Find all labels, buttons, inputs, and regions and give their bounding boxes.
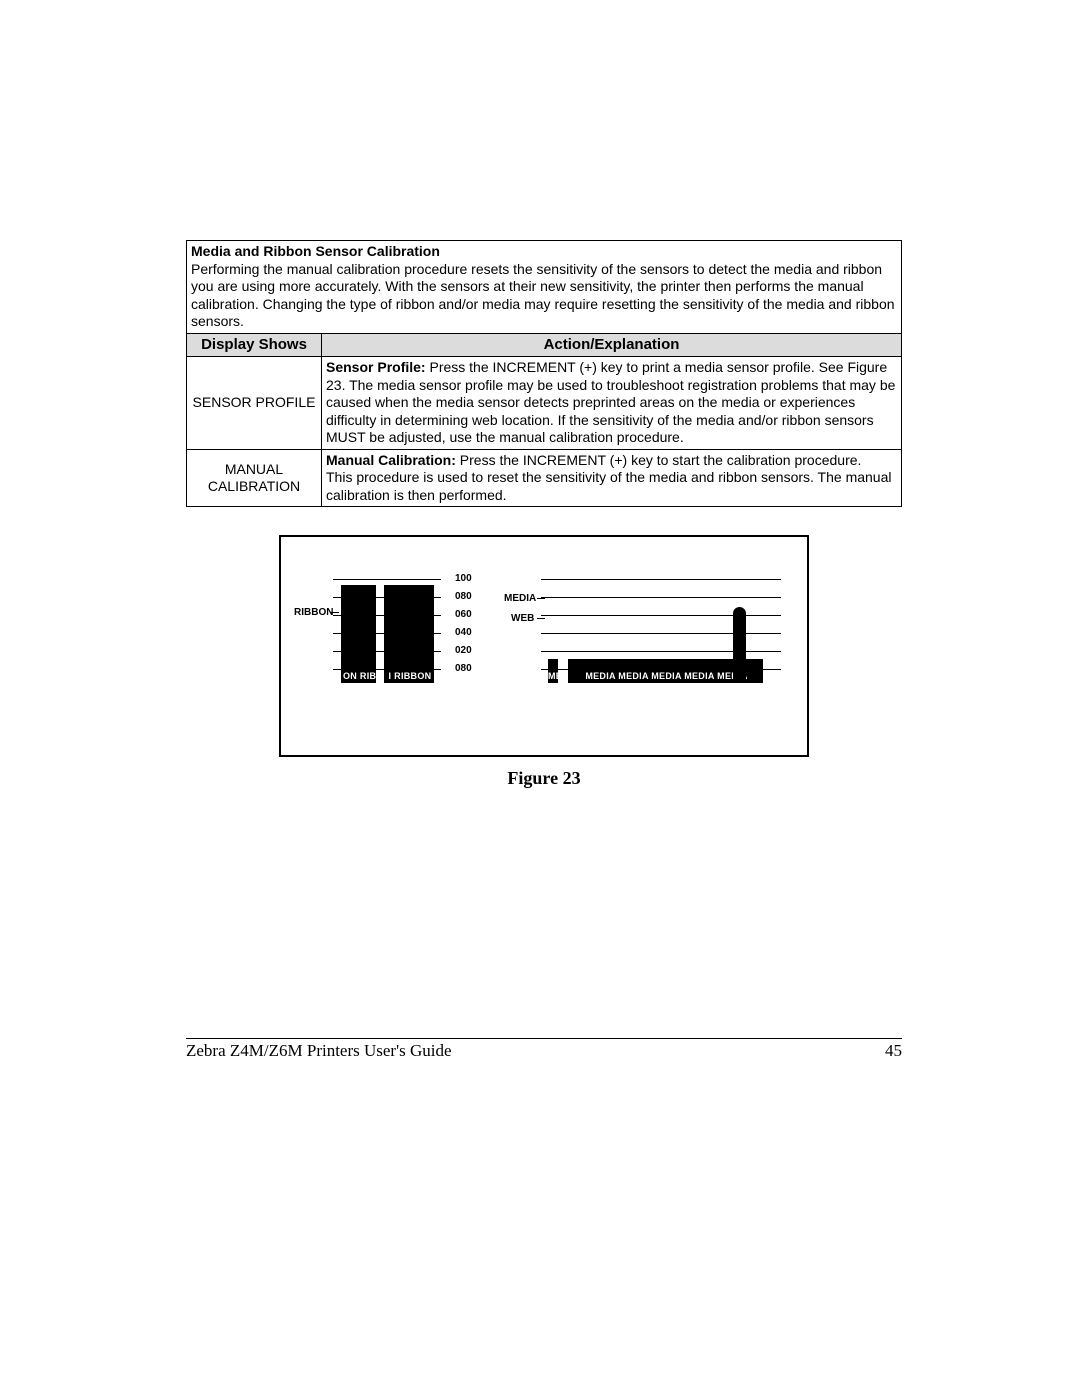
figure-caption: Figure 23	[186, 768, 902, 789]
action-cell: Manual Calibration: Press the INCREMENT …	[322, 449, 902, 507]
ribbon-tick	[331, 612, 339, 613]
display-cell: MANUALCALIBRATION	[187, 449, 322, 507]
calibration-table: Media and Ribbon Sensor Calibration Perf…	[186, 240, 902, 507]
media-spike	[733, 607, 746, 683]
scale-value: 080	[455, 663, 472, 674]
page-footer: Zebra Z4M/Z6M Printers User's Guide 45	[186, 1038, 902, 1061]
media-label: MEDIA	[504, 593, 536, 604]
action-cell: Sensor Profile: Press the INCREMENT (+) …	[322, 357, 902, 450]
ribbon-bar-text: ON RIBB	[343, 671, 376, 681]
media-tick	[537, 598, 545, 599]
page-content: Media and Ribbon Sensor Calibration Perf…	[186, 240, 902, 789]
header-display-shows: Display Shows	[187, 333, 322, 357]
web-label: WEB	[511, 613, 534, 624]
scale-value: 100	[455, 573, 472, 584]
scale-value: 040	[455, 627, 472, 638]
scale-value: 060	[455, 609, 472, 620]
scale-value: 080	[455, 591, 472, 602]
scale-value: 020	[455, 645, 472, 656]
ribbon-bar-text: I RIBBON	[386, 671, 434, 681]
media-bar-text: MEI	[548, 671, 558, 681]
intro-body: Performing the manual calibration proced…	[191, 261, 895, 330]
table-row: MANUALCALIBRATION Manual Calibration: Pr…	[187, 449, 902, 507]
table-row: SENSOR PROFILE Sensor Profile: Press the…	[187, 357, 902, 450]
footer-page-number: 45	[885, 1041, 902, 1061]
action-bold: Sensor Profile:	[326, 359, 426, 375]
display-cell: SENSOR PROFILE	[187, 357, 322, 450]
intro-title: Media and Ribbon Sensor Calibration	[191, 243, 440, 259]
scale-line	[541, 579, 781, 580]
figure-wrap: 100 080 060 040 020 080 RIBBON MEDIA WEB ON RIBB I…	[186, 535, 902, 789]
scale-line	[333, 579, 441, 580]
ribbon-label: RIBBON	[294, 607, 333, 618]
intro-cell: Media and Ribbon Sensor Calibration Perf…	[187, 241, 902, 334]
sensor-profile-figure: 100 080 060 040 020 080 RIBBON MEDIA WEB ON RIBB I…	[279, 535, 809, 757]
header-action-explanation: Action/Explanation	[322, 333, 902, 357]
table-header-row: Display Shows Action/Explanation	[187, 333, 902, 357]
ribbon-bar	[384, 585, 434, 683]
footer-title: Zebra Z4M/Z6M Printers User's Guide	[186, 1041, 452, 1061]
ribbon-bar	[341, 585, 376, 683]
scale-line	[541, 597, 781, 598]
action-bold: Manual Calibration:	[326, 452, 456, 468]
web-tick	[537, 618, 545, 619]
